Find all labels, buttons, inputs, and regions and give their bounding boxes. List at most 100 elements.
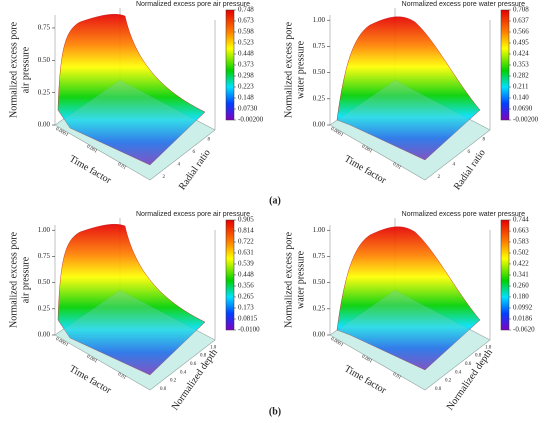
z-tick-label: 1.00 xyxy=(38,226,51,234)
z-tick-label: 0.25 xyxy=(313,304,326,312)
colorbar-tick-label: 0.495 xyxy=(513,39,529,47)
colorbar-tick-label: 0.748 xyxy=(238,6,254,14)
colorbar xyxy=(225,219,235,331)
x-tick-label: 0.001 xyxy=(86,355,99,365)
panel-label: (b) xyxy=(269,406,281,417)
z-label: air pressure xyxy=(20,256,31,303)
z-tick-label: 0.00 xyxy=(313,331,326,339)
z-tick-label: 0.50 xyxy=(38,56,51,64)
x-label: Time factor xyxy=(67,363,113,396)
colorbar-tick-label: 0.173 xyxy=(238,304,254,312)
surface xyxy=(57,14,206,166)
colorbar-title: Normalized excess pore air pressure xyxy=(136,211,250,218)
z-tick-label: 0.00 xyxy=(313,121,326,129)
x-label: Time factor xyxy=(67,153,113,186)
colorbar-tick-label: 0.598 xyxy=(238,28,254,36)
x-tick-label: 0.01 xyxy=(117,372,128,381)
colorbar-tick-label: 0.708 xyxy=(513,6,529,14)
surface xyxy=(57,224,206,376)
y-tick-label: 4 xyxy=(453,162,456,167)
y-tick-label: 0.0 xyxy=(160,387,167,392)
colorbar xyxy=(500,9,510,121)
z-label: water pressure xyxy=(295,250,306,309)
colorbar-tick-label: 0.298 xyxy=(238,72,254,80)
colorbar-tick-label: -0.0620 xyxy=(513,326,535,334)
colorbar-tick-label: 0.353 xyxy=(513,61,529,69)
y-tick-label: 2 xyxy=(438,175,441,180)
colorbar-tick-label: 0.539 xyxy=(238,260,254,268)
colorbar-tick-label: 0.0690 xyxy=(513,105,533,113)
x-tick-label: 0.01 xyxy=(117,162,128,171)
colorbar-tick-label: 0.140 xyxy=(513,94,529,102)
floor xyxy=(55,290,215,390)
colorbar-tick-label: 0.260 xyxy=(513,282,529,290)
colorbar-tick-label: 0.744 xyxy=(513,216,529,224)
x-tick-label: 0.001 xyxy=(86,145,99,155)
colorbar xyxy=(500,219,510,331)
colorbar-tick-label: 0.211 xyxy=(513,83,529,91)
colorbar-tick-label: -0.00200 xyxy=(238,116,264,124)
z-tick-label: 0.25 xyxy=(313,94,326,102)
x-tick-label: 0.001 xyxy=(361,355,374,365)
x-tick-label: 0.0001 xyxy=(329,127,344,138)
x-label: Time factor xyxy=(342,153,388,186)
y-tick-label: 6 xyxy=(193,150,196,155)
surface xyxy=(336,226,481,371)
z-tick-label: 0.75 xyxy=(38,24,51,32)
z-tick-label: 0.50 xyxy=(313,68,326,76)
floor xyxy=(330,290,490,390)
y-tick-label: 2 xyxy=(163,175,166,180)
colorbar-tick-label: 0.583 xyxy=(513,238,529,246)
colorbar-tick-label: 0.180 xyxy=(513,293,529,301)
z-tick-label: 0.50 xyxy=(313,278,326,286)
floor xyxy=(55,80,215,180)
y-tick-label: 0.6 xyxy=(465,362,472,367)
colorbar-title: Normalized excess pore water pressure xyxy=(402,1,525,8)
colorbar-tick-label: 0.148 xyxy=(238,94,254,102)
y-tick-label: 0.6 xyxy=(190,362,197,367)
colorbar-title: Normalized excess pore water pressure xyxy=(402,211,525,218)
z-tick-label: 0.75 xyxy=(313,252,326,260)
colorbar-tick-label: 0.905 xyxy=(238,216,254,224)
colorbar-tick-label: 0.424 xyxy=(513,50,529,58)
x-label: Time factor xyxy=(342,363,388,396)
colorbar-tick-label: 0.282 xyxy=(513,72,529,80)
y-tick-label: 0.0 xyxy=(435,387,442,392)
z-tick-label: 0.00 xyxy=(38,121,51,129)
colorbar-tick-label: 0.0186 xyxy=(513,315,533,323)
z-tick-label: 0.50 xyxy=(38,278,51,286)
colorbar-tick-label: 0.356 xyxy=(238,282,254,290)
colorbar-tick-label: 0.265 xyxy=(238,293,254,301)
y-tick-label: 0.4 xyxy=(180,370,187,375)
colorbar-tick-label: 0.566 xyxy=(513,28,529,36)
colorbar-tick-label: 0.341 xyxy=(513,271,529,279)
panel: 0.00 0.25 0.50 0.75 1.00 Normalized excess po… xyxy=(283,211,535,413)
x-tick-label: 0.0001 xyxy=(54,337,69,348)
y-tick-label: 0.2 xyxy=(170,379,177,384)
colorbar-tick-label: 0.0730 xyxy=(238,105,258,113)
z-tick-label: 0.25 xyxy=(38,88,51,96)
z-tick-label: 0.75 xyxy=(38,252,51,260)
x-tick-label: 0.01 xyxy=(392,162,403,171)
colorbar-tick-label: 0.223 xyxy=(238,83,254,91)
panel: 0.00 0.25 0.50 0.75 Normalized excess pore ai… xyxy=(8,1,263,192)
colorbar-tick-label: 0.0815 xyxy=(238,315,258,323)
y-tick-label: 8 xyxy=(208,137,211,142)
y-tick-label: 4 xyxy=(178,162,181,167)
y-tick-label: 0.8 xyxy=(475,354,482,359)
colorbar-tick-label: 0.0992 xyxy=(513,304,533,312)
colorbar-title: Normalized excess pore air pressure xyxy=(136,1,250,8)
panel: 0.00 0.25 0.50 0.75 1.00 Normalized excess po… xyxy=(8,211,260,413)
colorbar-tick-label: 0.663 xyxy=(513,227,529,235)
y-tick-label: 0.4 xyxy=(455,370,462,375)
y-tick-label: 0.2 xyxy=(445,379,452,384)
y-tick-label: 8 xyxy=(483,137,486,142)
colorbar-tick-label: -0.0100 xyxy=(238,326,260,334)
z-tick-label: 1.00 xyxy=(313,226,326,234)
z-label: air pressure xyxy=(20,46,31,93)
panel: 0.00 0.25 0.50 0.75 1.00 Normalized excess po… xyxy=(283,1,538,192)
z-tick-label: 0.25 xyxy=(38,304,51,312)
colorbar-tick-label: 0.722 xyxy=(238,238,254,246)
colorbar-tick-label: -0.00200 xyxy=(513,116,539,124)
